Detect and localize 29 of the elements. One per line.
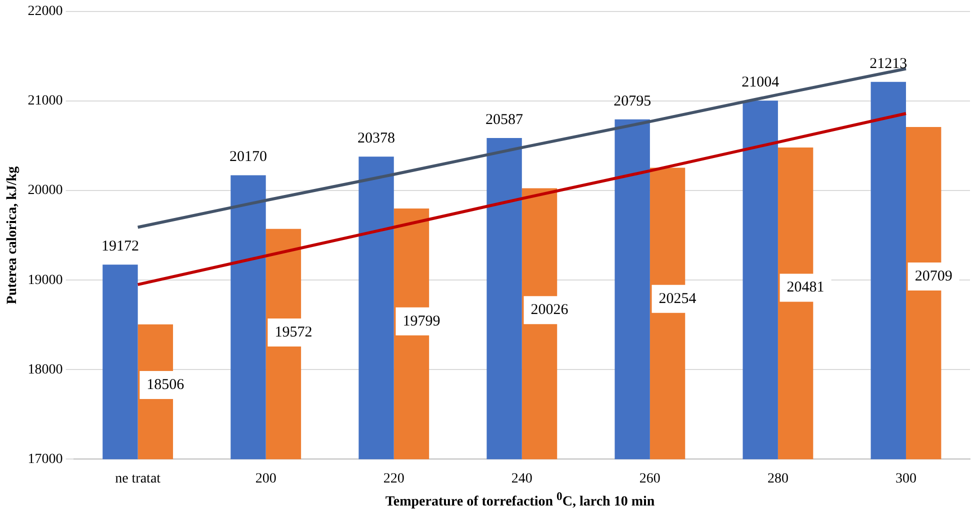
- x-axis-title: Temperature of torrefaction $^{0}$C, larch 10 min: [384, 490, 656, 511]
- data-label: 19572: [274, 324, 312, 340]
- y-tick-label: 21000: [28, 94, 63, 109]
- data-label: 20795: [614, 93, 652, 110]
- y-axis-title: Puterea calorica, kJ/kg: [5, 166, 20, 304]
- data-label: 20170: [229, 149, 267, 166]
- data-label: 20481: [786, 280, 824, 296]
- y-tick-label: 18000: [28, 362, 63, 378]
- x-tick-label: 300: [895, 471, 916, 486]
- x-tick-label: 260: [639, 471, 660, 486]
- data-label: 20254: [658, 290, 697, 307]
- data-label: 20378: [358, 130, 396, 147]
- data-label: 19799: [402, 313, 440, 330]
- x-tick-label: 280: [767, 471, 788, 486]
- x-tick-label: 220: [383, 471, 404, 486]
- data-label: 19172: [101, 238, 139, 255]
- data-label: 21004: [742, 74, 780, 91]
- y-tick-label: 19000: [28, 272, 63, 288]
- data-label: 20709: [914, 268, 952, 284]
- y-tick-label: 22000: [28, 4, 63, 20]
- x-tick-label: 240: [511, 471, 532, 486]
- data-label: 20026: [530, 302, 569, 318]
- y-tick-label: 17000: [28, 452, 63, 467]
- data-label: 21213: [870, 56, 908, 72]
- x-tick-label: ne tratat: [115, 471, 161, 486]
- data-label: 20587: [486, 112, 524, 128]
- data-label: 18506: [146, 376, 185, 393]
- x-tick-label: 200: [255, 471, 276, 486]
- y-tick-label: 20000: [28, 183, 63, 198]
